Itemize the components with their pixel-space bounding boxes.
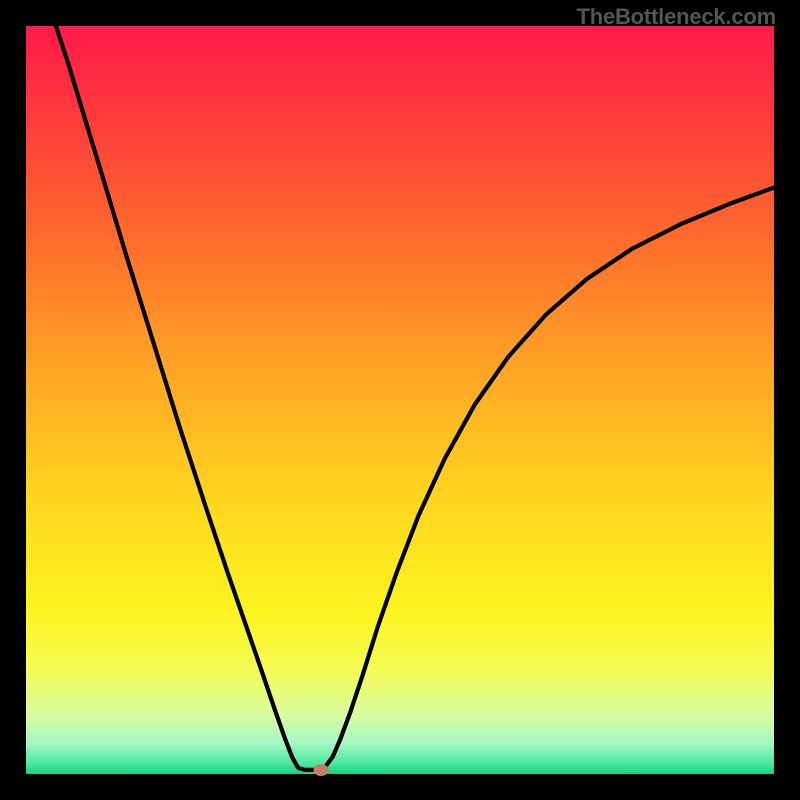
outer-frame: TheBottleneck.com: [0, 0, 800, 800]
minimum-marker: [313, 764, 328, 776]
plot-area: [26, 26, 774, 774]
bottleneck-curve: [26, 26, 774, 774]
